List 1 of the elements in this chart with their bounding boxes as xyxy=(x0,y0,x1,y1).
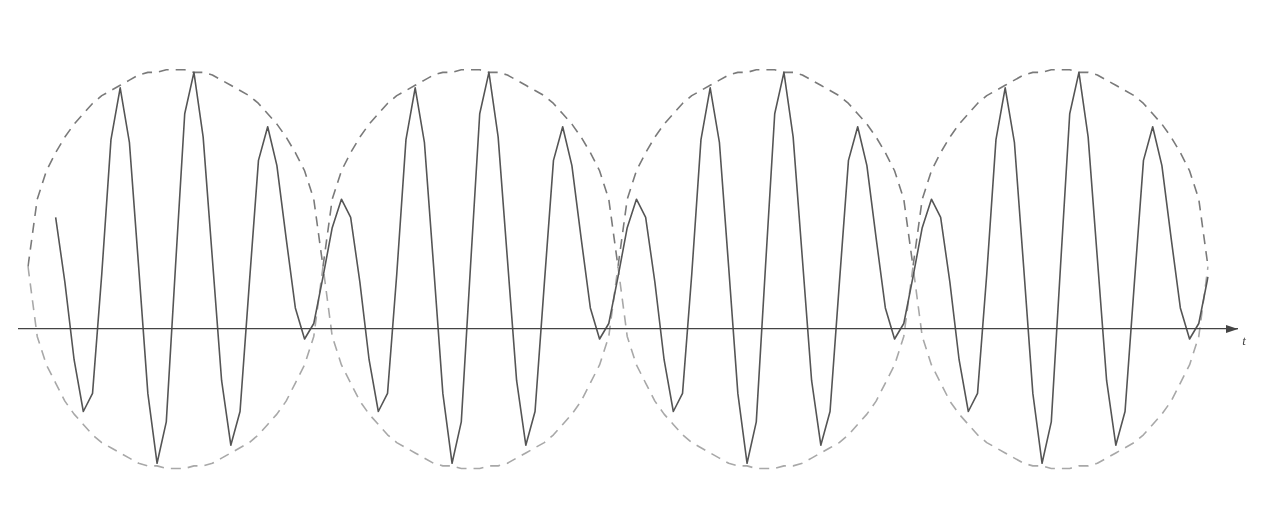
x-axis-title: t xyxy=(1242,332,1247,348)
